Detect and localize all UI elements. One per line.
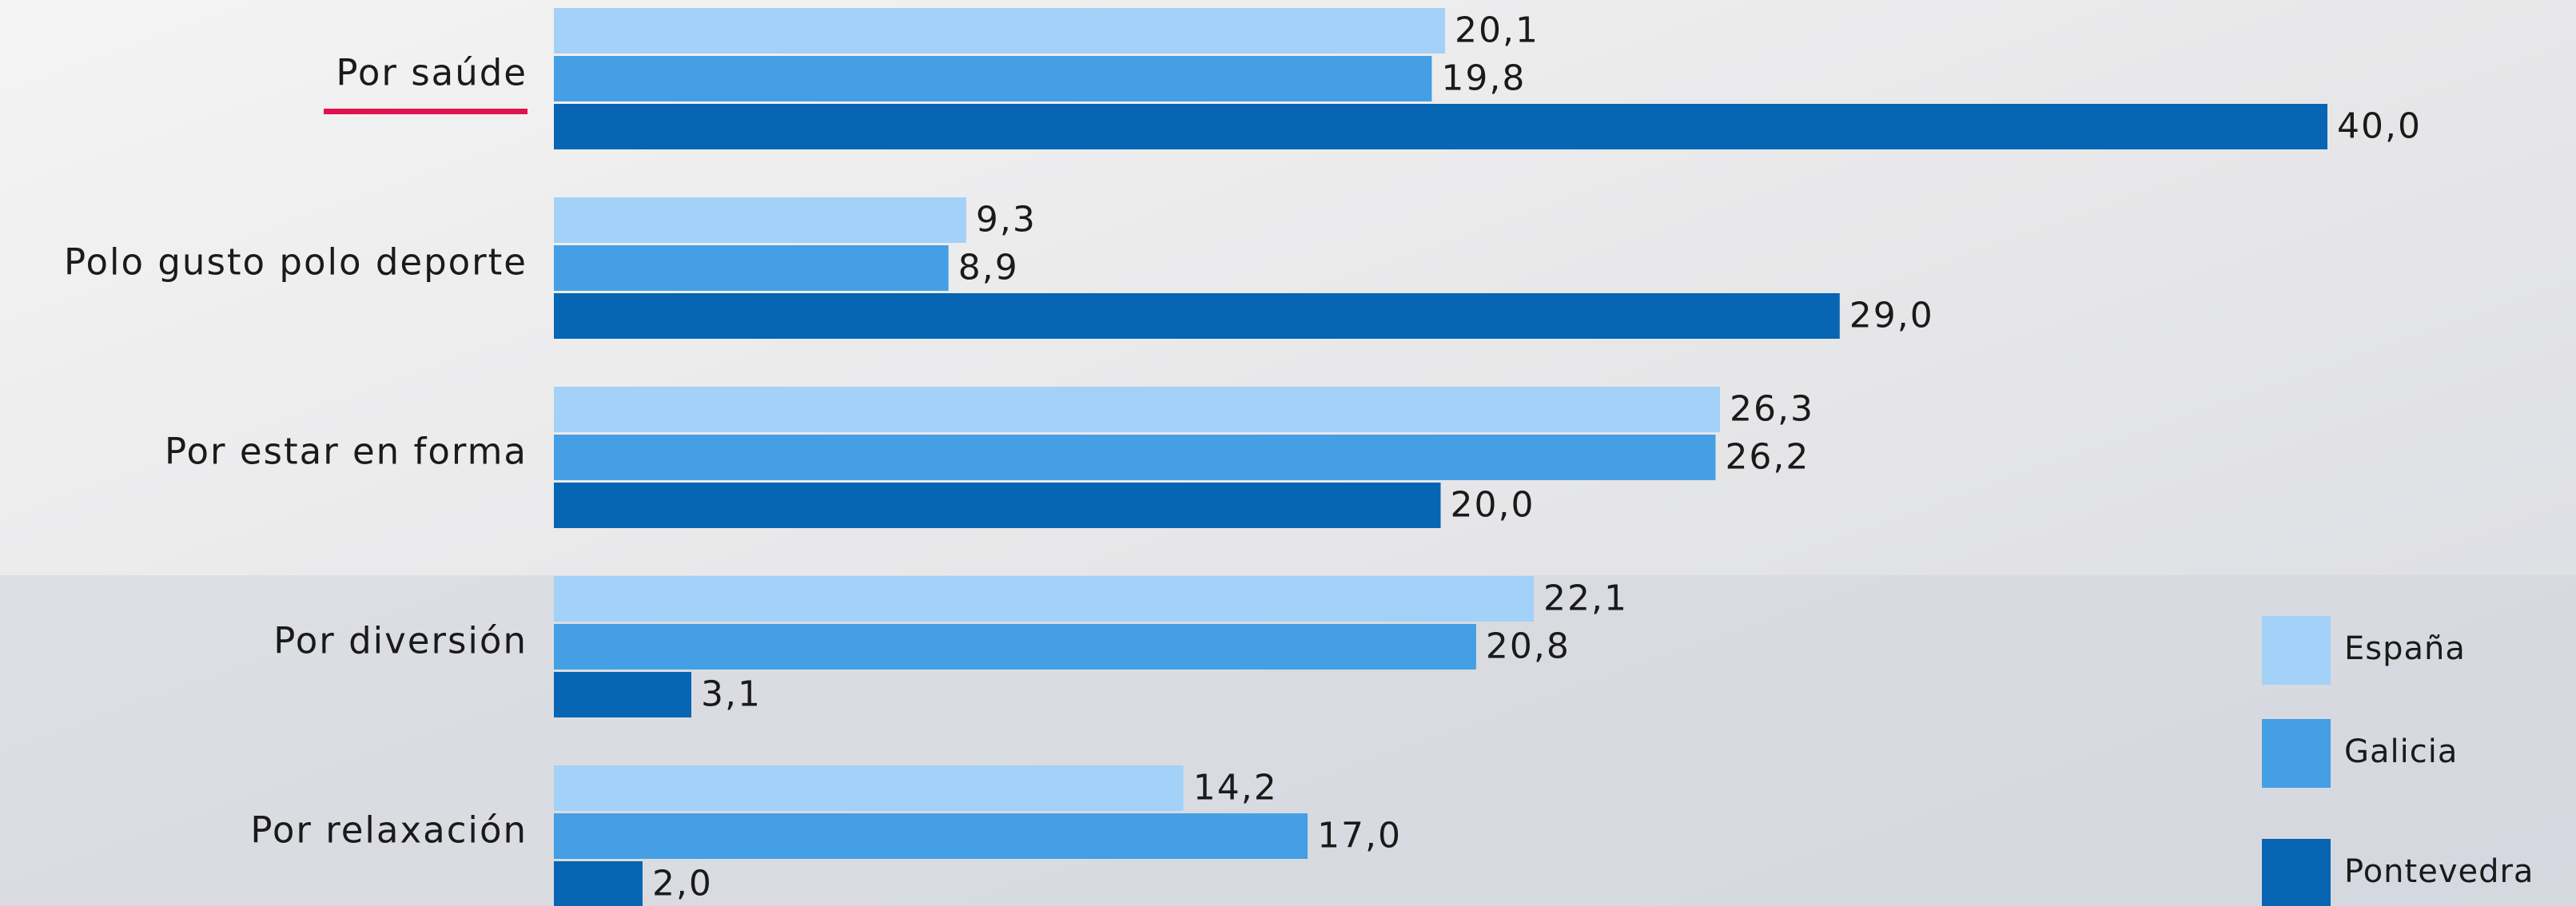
bar (554, 293, 1840, 339)
bar (554, 197, 966, 243)
value-label: 8,9 (958, 248, 1019, 288)
value-label: 2,0 (652, 864, 713, 904)
value-label: 14,2 (1193, 768, 1278, 809)
value-label: 40,0 (2337, 106, 2422, 147)
value-label: 9,3 (976, 200, 1037, 240)
highlight-underline (324, 109, 528, 114)
value-label: 22,1 (1543, 578, 1628, 619)
bar (554, 104, 2327, 149)
value-label: 29,0 (1849, 296, 1934, 336)
bar (554, 813, 1308, 859)
value-label: 20,8 (1486, 626, 1571, 667)
category-label: Por diversión (273, 620, 528, 662)
bar (554, 483, 1441, 528)
value-label: 26,2 (1725, 437, 1810, 478)
bar (554, 56, 1431, 101)
bar (554, 624, 1476, 670)
category-label: Por saúde (336, 52, 528, 94)
category-label: Por estar en forma (165, 431, 528, 473)
bar (554, 861, 643, 906)
bar (554, 8, 1445, 54)
bar (554, 435, 1715, 480)
bar (554, 765, 1184, 811)
value-label: 3,1 (701, 674, 762, 715)
legend-swatch (2262, 616, 2331, 685)
value-label: 20,0 (1451, 485, 1535, 526)
value-label: 26,3 (1730, 389, 1814, 430)
legend-swatch (2262, 839, 2331, 906)
legend-label: Pontevedra (2344, 853, 2534, 890)
bar (554, 245, 949, 291)
legend-label: Galicia (2344, 733, 2458, 770)
bar (554, 387, 1720, 432)
value-label: 20,1 (1455, 10, 1539, 51)
legend-label: España (2344, 630, 2466, 667)
bar (554, 576, 1534, 622)
bar (554, 672, 691, 717)
value-label: 17,0 (1317, 816, 1402, 856)
category-label: Por relaxación (250, 809, 528, 852)
chart: Por saúde 20,1 19,8 40,0 Polo gusto polo dep… (0, 0, 2576, 906)
category-label: Polo gusto polo deporte (64, 241, 528, 284)
value-label: 19,8 (1441, 58, 1526, 99)
legend-swatch (2262, 719, 2331, 788)
